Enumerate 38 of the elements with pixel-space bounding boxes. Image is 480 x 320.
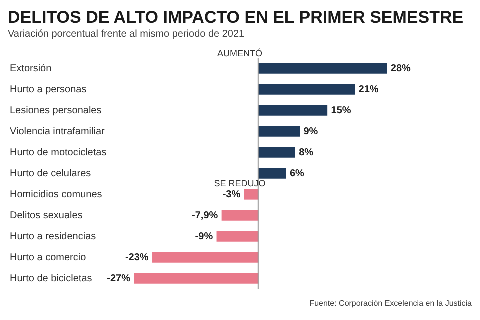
y-tick-label: Hurto de celulares: [10, 168, 92, 180]
source-note: Fuente: Corporación Excelencia en la Justicia: [308, 298, 472, 310]
bar: [258, 147, 296, 158]
y-tick-label: Hurto de bicicletas: [10, 273, 92, 284]
y-tick-label: Violencia intrafamiliar: [10, 126, 106, 138]
annotation: AUMENTÓ: [218, 48, 262, 58]
bar: [258, 84, 356, 95]
bar: [152, 252, 259, 263]
data-label: 28%: [390, 63, 412, 74]
bar: [222, 210, 259, 221]
data-label: -7,9%: [192, 210, 218, 222]
data-label: -3%: [222, 189, 241, 200]
y-tick-label: Hurto a residencias: [10, 231, 96, 242]
chart-title: DELITOS DE ALTO IMPACTO EN EL PRIMER SEMESTRE: [8, 8, 465, 28]
bar: [216, 231, 259, 242]
bar: [134, 273, 259, 284]
bar: [258, 168, 286, 179]
y-tick-label: Hurto de motocicletas: [10, 147, 107, 158]
y-tick-label: Homicidios comunes: [10, 189, 102, 200]
y-tick-label: Hurto a comercio: [10, 252, 87, 264]
data-label: 15%: [331, 105, 352, 116]
data-label: 6%: [290, 168, 305, 180]
data-label: -23%: [125, 252, 149, 264]
annotation: SE REDUJO: [214, 178, 266, 188]
data-label: -9%: [195, 231, 214, 242]
y-tick-label: Lesiones personales: [10, 105, 102, 116]
y-tick-label: Extorsión: [10, 63, 52, 74]
bar: [244, 189, 259, 200]
chart-subtitle: Variación porcentual frente al mismo periodo de 2021: [8, 28, 246, 42]
bar: [258, 63, 388, 74]
y-tick-label: Hurto a personas: [10, 84, 87, 96]
bar: [258, 126, 300, 137]
y-tick-label: Delitos sexuales: [10, 210, 83, 222]
bar: [258, 105, 328, 116]
data-label: 21%: [358, 84, 379, 96]
data-label: 9%: [304, 126, 318, 138]
data-label: 8%: [299, 147, 314, 158]
data-label: -27%: [107, 273, 131, 284]
